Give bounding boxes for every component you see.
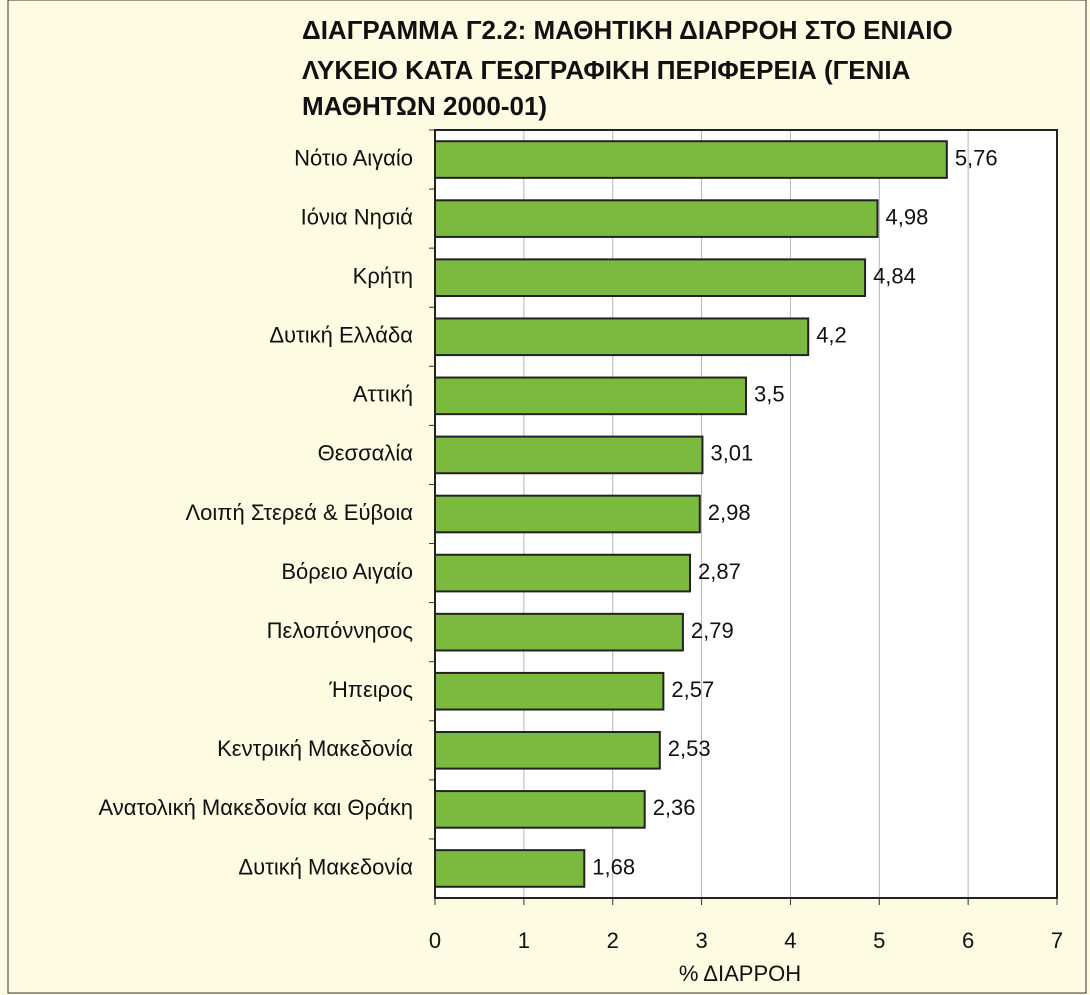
x-tick-label: 5: [873, 928, 885, 953]
x-tick-label: 3: [695, 928, 707, 953]
x-tick-label: 0: [429, 928, 441, 953]
data-label: 4,2: [816, 323, 847, 348]
y-tick-label: Νότιο Αιγαίο: [294, 145, 413, 170]
bar: [434, 258, 867, 298]
data-label: 4,84: [873, 264, 916, 289]
y-tick-label: Λοιπή Στερεά & Εύβοια: [185, 500, 413, 525]
y-tick-label: Δυτική Μακεδονία: [238, 854, 413, 879]
bar: [434, 730, 661, 770]
y-tick-label: Δυτική Ελλάδα: [269, 323, 413, 348]
x-axis-label: % ΔΙΑΡΡΟΗ: [679, 961, 801, 986]
y-tick-label: Ήπειρος: [328, 677, 413, 702]
data-label: 3,5: [754, 382, 785, 407]
bar: [434, 376, 747, 416]
x-tick-label: 6: [962, 928, 974, 953]
bar: [434, 435, 704, 475]
y-tick-label: Ιόνια Νησιά: [301, 204, 414, 229]
data-label: 2,98: [708, 500, 751, 525]
bar: [434, 140, 948, 179]
plot-border: [434, 129, 1058, 899]
data-label: 3,01: [710, 441, 753, 466]
data-label: 2,36: [653, 795, 696, 820]
bar: [434, 317, 810, 357]
y-tick-label: Πελοπόννησος: [267, 618, 413, 643]
data-label: 1,68: [592, 854, 635, 879]
data-label: 2,53: [668, 736, 711, 761]
y-tick-label: Βόρειο Αιγαίο: [281, 559, 413, 584]
data-label: 4,98: [886, 204, 929, 229]
y-tick-label: Ανατολική Μακεδονία και Θράκη: [98, 795, 413, 820]
x-tick-label: 4: [784, 928, 796, 953]
chart-title: ΛΥΚΕΙΟ ΚΑΤΑ ΓΕΩΓΡΑΦΙΚΗ ΠΕΡΙΦΕΡΕΙΑ (ΓΕΝΙΑ: [302, 55, 911, 85]
bar: [434, 553, 692, 593]
bar: [434, 494, 701, 534]
data-label: 2,79: [691, 618, 734, 643]
chart-title: ΔΙΑΓΡΑΜΜΑ Γ2.2: ΜΑΘΗΤΙΚΗ ΔΙΑΡΡΟΗ ΣΤΟ ΕΝΙ…: [302, 15, 953, 45]
data-label: 5,76: [955, 145, 998, 170]
bar: [434, 671, 665, 711]
x-tick-label: 1: [518, 928, 530, 953]
data-label: 2,57: [671, 677, 714, 702]
y-tick-label: Θεσσαλία: [318, 441, 414, 466]
x-tick-label: 2: [607, 928, 619, 953]
bar: [434, 790, 646, 829]
chart-title: ΜΑΘΗΤΩΝ 2000-01): [302, 91, 547, 121]
y-tick-label: Αττική: [353, 382, 413, 407]
bar: [434, 612, 684, 652]
bar: [434, 849, 586, 888]
x-tick-label: 7: [1051, 928, 1063, 953]
data-label: 2,87: [698, 559, 741, 584]
y-tick-label: Κεντρική Μακεδονία: [217, 736, 413, 761]
y-tick-label: Κρήτη: [353, 264, 413, 289]
bar: [434, 199, 879, 238]
